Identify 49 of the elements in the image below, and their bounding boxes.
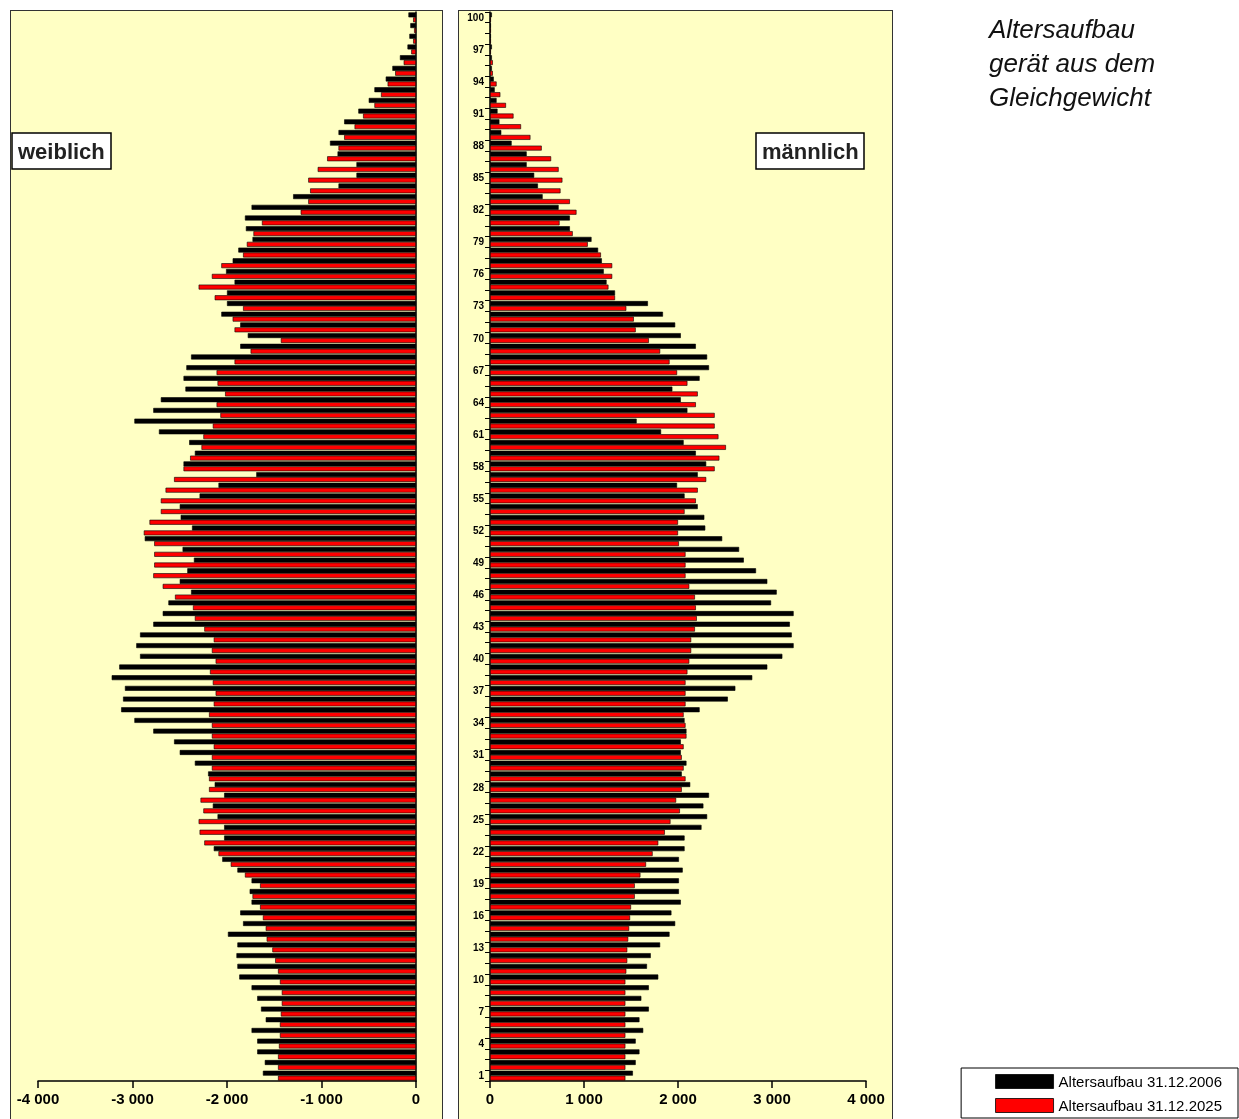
y-tick-label: 64 bbox=[472, 396, 485, 408]
x-tick-label: -3 000 bbox=[111, 1090, 154, 1107]
y-tick-label: 76 bbox=[472, 268, 485, 280]
y-tick-label: 70 bbox=[472, 332, 485, 344]
x-tick-label: -4 000 bbox=[16, 1090, 60, 1107]
y-tick-label: 16 bbox=[472, 909, 485, 921]
y-tick-label: 61 bbox=[472, 428, 485, 440]
legend-label: Altersaufbau 31.12.2025 bbox=[1058, 1097, 1223, 1114]
y-tick-label: 79 bbox=[472, 236, 485, 248]
y-tick-label: 40 bbox=[472, 653, 485, 665]
legend-label: Altersaufbau 31.12.2006 bbox=[1058, 1073, 1223, 1090]
y-tick-label: 22 bbox=[472, 845, 485, 857]
y-tick-label: 100 bbox=[467, 11, 485, 23]
y-tick-label: 73 bbox=[472, 300, 485, 312]
text: weiblich bbox=[17, 138, 105, 164]
x-tick-label: -2 000 bbox=[205, 1090, 249, 1107]
y-tick-label: 19 bbox=[472, 877, 485, 889]
y-tick-label: 10 bbox=[472, 973, 485, 985]
y-tick-label: 46 bbox=[472, 589, 485, 601]
y-tick-label: 82 bbox=[472, 204, 485, 216]
text: männlich bbox=[762, 138, 859, 164]
text: Altersaufbau gerät aus dem Gleichgewicht bbox=[989, 13, 1157, 114]
y-tick-label: 13 bbox=[472, 941, 485, 953]
y-tick-label: 67 bbox=[472, 364, 485, 376]
y-tick-label: 28 bbox=[472, 781, 485, 793]
y-tick-label: 88 bbox=[472, 140, 485, 152]
y-tick-label: 85 bbox=[472, 172, 485, 184]
y-tick-label: 31 bbox=[472, 749, 485, 761]
y-tick-label: 52 bbox=[472, 524, 485, 536]
y-tick-label: 94 bbox=[472, 75, 485, 87]
x-tick-label: 4 000 bbox=[847, 1090, 885, 1107]
y-tick-label: 49 bbox=[472, 557, 485, 569]
y-tick-label: 4 bbox=[478, 1038, 485, 1050]
y-tick-label: 55 bbox=[472, 492, 485, 504]
y-tick-label: 7 bbox=[478, 1006, 485, 1018]
x-tick-label: 2 000 bbox=[659, 1090, 697, 1107]
x-tick-label: 0 bbox=[411, 1090, 421, 1107]
y-tick-label: 1 bbox=[478, 1070, 485, 1082]
x-tick-label: 0 bbox=[485, 1090, 495, 1107]
y-tick-label: 58 bbox=[472, 460, 485, 472]
y-tick-label: 34 bbox=[472, 717, 485, 729]
y-tick-label: 25 bbox=[472, 813, 485, 825]
x-tick-label: 3 000 bbox=[753, 1090, 791, 1107]
x-tick-label: -1 000 bbox=[300, 1090, 343, 1107]
x-tick-label: 1 000 bbox=[565, 1090, 603, 1107]
y-tick-label: 91 bbox=[472, 108, 485, 120]
y-tick-label: 37 bbox=[472, 685, 485, 697]
y-tick-label: 43 bbox=[472, 621, 485, 633]
y-tick-label: 97 bbox=[472, 43, 485, 55]
